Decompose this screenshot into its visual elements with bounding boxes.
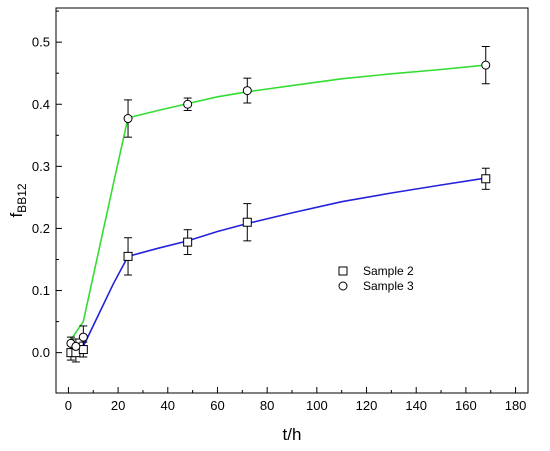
y-tick-label: 0.0 (32, 345, 50, 360)
legend-square-marker (338, 266, 348, 276)
series-line-2 (67, 64, 486, 344)
x-tick-label: 100 (306, 398, 328, 413)
x-tick-label: 60 (210, 398, 224, 413)
x-tick-label: 80 (260, 398, 274, 413)
x-axis-title: t/h (283, 425, 302, 444)
y-tick-label: 0.1 (32, 283, 50, 298)
x-tick-label: 180 (505, 398, 527, 413)
data-markers (66, 60, 491, 358)
x-tick-label: 160 (455, 398, 477, 413)
x-tick-label: 140 (405, 398, 427, 413)
y-axis-title-sub: BB12 (15, 183, 29, 213)
legend-circle-marker (338, 281, 348, 291)
x-tick-label: 40 (161, 398, 175, 413)
data-point-circle (481, 60, 491, 70)
x-tick-label: 120 (356, 398, 378, 413)
data-point-square (183, 237, 193, 247)
x-tick-label: 0 (65, 398, 72, 413)
data-point-square (123, 251, 133, 261)
y-tick-label: 0.5 (32, 35, 50, 50)
y-axis-title: fBB12 (7, 183, 29, 217)
data-point-circle (78, 332, 88, 342)
data-point-square (78, 345, 88, 355)
data-point-circle (71, 341, 81, 351)
y-tick-label: 0.3 (32, 159, 50, 174)
series-curves (67, 64, 486, 357)
legend-label: Sample 2 (363, 264, 414, 278)
tick-labels: 0 20 40 60 80 100 120 140 160 180 0.0 0.1 0.2 0.3 0.4 0… (32, 35, 527, 413)
data-point-square (242, 217, 252, 227)
y-tick-label: 0.4 (32, 97, 50, 112)
data-point-square (481, 174, 491, 184)
error-bars (66, 46, 490, 363)
data-point-circle (123, 114, 133, 124)
plot-frame (55, 7, 529, 394)
y-tick-label: 0.2 (32, 221, 50, 236)
y-axis-title-main: f (7, 213, 26, 218)
legend-label: Sample 3 (363, 279, 414, 293)
data-point-circle (183, 99, 193, 109)
x-tick-label: 20 (111, 398, 125, 413)
series-line-1 (67, 177, 486, 357)
data-point-circle (242, 86, 252, 96)
